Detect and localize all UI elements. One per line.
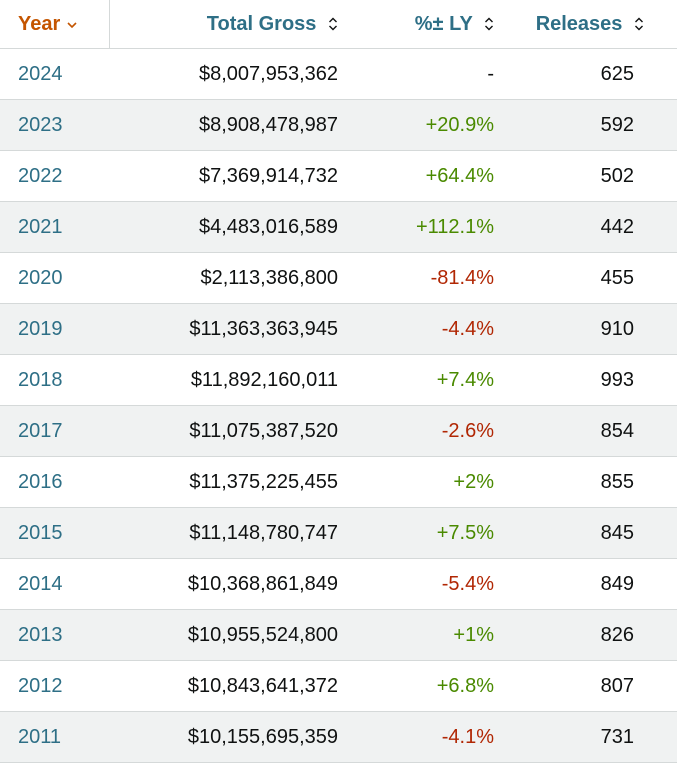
releases-cell: 592 [600, 113, 634, 136]
table-row: 2017 $11,075,387,520 -2.6% 854 [0, 406, 677, 457]
year-link[interactable]: 2014 [18, 572, 63, 595]
releases-cell: 625 [600, 62, 634, 85]
pct-change-cell: -81.4% [430, 266, 494, 289]
pct-column-header[interactable]: %± LY [338, 13, 494, 36]
releases-cell: 826 [600, 623, 634, 646]
releases-cell: 731 [600, 725, 634, 748]
total-gross-cell: $10,843,641,372 [187, 674, 338, 697]
pct-change-cell: -5.4% [441, 572, 494, 595]
year-link[interactable]: 2019 [18, 317, 63, 340]
pct-change-cell: +112.1% [415, 215, 494, 238]
total-gross-cell: $10,155,695,359 [187, 725, 338, 748]
pct-change-cell: +7.4% [436, 368, 494, 391]
total-gross-cell: $10,368,861,849 [187, 572, 338, 595]
total-gross-cell: $2,113,386,800 [200, 266, 338, 289]
releases-cell: 845 [600, 521, 634, 544]
pct-change-cell: +64.4% [425, 164, 494, 187]
year-link[interactable]: 2024 [18, 62, 63, 85]
pct-change-cell: -4.4% [441, 317, 494, 340]
table-row: 2019 $11,363,363,945 -4.4% 910 [0, 304, 677, 355]
year-link[interactable]: 2022 [18, 164, 63, 187]
table-row: 2020 $2,113,386,800 -81.4% 455 [0, 253, 677, 304]
pct-change-cell: +20.9% [425, 113, 494, 136]
table-row: 2021 $4,483,016,589 +112.1% 442 [0, 202, 677, 253]
total-gross-cell: $11,892,160,011 [190, 368, 338, 391]
table-row: 2018 $11,892,160,011 +7.4% 993 [0, 355, 677, 406]
pct-change-cell: +7.5% [436, 521, 494, 544]
year-link[interactable]: 2023 [18, 113, 63, 136]
total-gross-cell: $7,369,914,732 [198, 164, 338, 187]
table-row: 2011 $10,155,695,359 -4.1% 731 [0, 712, 677, 763]
year-header-label: Year [18, 12, 61, 35]
year-link[interactable]: 2011 [18, 725, 62, 748]
pct-change-cell: +6.8% [436, 674, 494, 697]
releases-cell: 855 [600, 470, 634, 493]
releases-cell: 807 [600, 674, 634, 697]
releases-cell: 442 [600, 215, 634, 238]
releases-header-label: Releases [535, 12, 623, 35]
year-column-header[interactable]: Year [0, 0, 110, 48]
releases-cell: 849 [600, 572, 634, 595]
gross-column-header[interactable]: Total Gross [110, 13, 338, 36]
table-header: Year Total Gross %± LY Releases [0, 0, 677, 49]
year-link[interactable]: 2012 [18, 674, 63, 697]
table-row: 2014 $10,368,861,849 -5.4% 849 [0, 559, 677, 610]
table-row: 2023 $8,908,478,987 +20.9% 592 [0, 100, 677, 151]
pct-change-cell: +1% [453, 623, 494, 646]
releases-cell: 993 [600, 368, 634, 391]
gross-header-label: Total Gross [206, 12, 317, 35]
year-link[interactable]: 2020 [18, 266, 63, 289]
total-gross-cell: $10,955,524,800 [187, 623, 338, 646]
total-gross-cell: $11,363,363,945 [189, 317, 338, 340]
chevron-down-icon [67, 18, 77, 31]
year-link[interactable]: 2017 [18, 419, 63, 442]
table-row: 2022 $7,369,914,732 +64.4% 502 [0, 151, 677, 202]
total-gross-cell: $11,148,780,747 [189, 521, 338, 544]
table-body: 2024 $8,007,953,362 - 625 2023 $8,908,478,987… [0, 49, 677, 763]
releases-column-header[interactable]: Releases [494, 13, 656, 36]
table-row: 2012 $10,843,641,372 +6.8% 807 [0, 661, 677, 712]
releases-cell: 455 [600, 266, 634, 289]
releases-cell: 854 [600, 419, 634, 442]
total-gross-cell: $4,483,016,589 [198, 215, 338, 238]
total-gross-cell: $11,075,387,520 [189, 419, 338, 442]
sort-updown-icon [484, 16, 494, 32]
year-link[interactable]: 2015 [18, 521, 63, 544]
releases-cell: 502 [600, 164, 634, 187]
total-gross-cell: $8,007,953,362 [198, 62, 338, 85]
year-link[interactable]: 2018 [18, 368, 63, 391]
sort-updown-icon [328, 16, 338, 32]
pct-change-cell: -4.1% [441, 725, 494, 748]
sort-updown-icon [634, 16, 644, 32]
year-link[interactable]: 2021 [18, 215, 63, 238]
pct-header-label: %± LY [414, 12, 473, 35]
year-link[interactable]: 2016 [18, 470, 63, 493]
total-gross-cell: $8,908,478,987 [198, 113, 338, 136]
releases-cell: 910 [600, 317, 634, 340]
table-row: 2024 $8,007,953,362 - 625 [0, 49, 677, 100]
pct-change-cell: - [487, 62, 494, 85]
year-link[interactable]: 2013 [18, 623, 63, 646]
pct-change-cell: -2.6% [441, 419, 494, 442]
table-row: 2016 $11,375,225,455 +2% 855 [0, 457, 677, 508]
pct-change-cell: +2% [453, 470, 494, 493]
table-row: 2013 $10,955,524,800 +1% 826 [0, 610, 677, 661]
table-row: 2015 $11,148,780,747 +7.5% 845 [0, 508, 677, 559]
total-gross-cell: $11,375,225,455 [189, 470, 338, 493]
